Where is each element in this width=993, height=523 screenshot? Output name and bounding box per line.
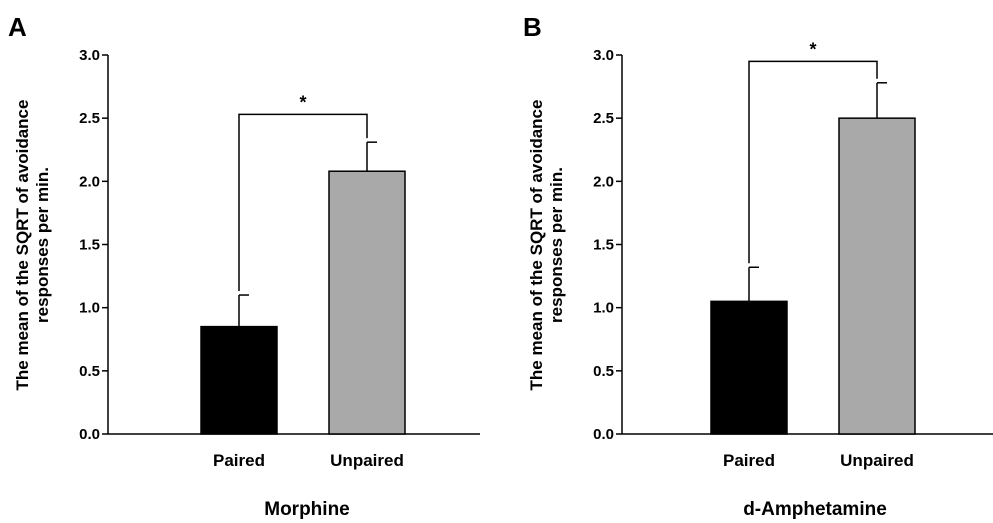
x-axis-label: d-Amphetamine: [743, 499, 887, 520]
y-axis-label-line2: responses per min.: [547, 167, 566, 323]
bar-unpaired: [838, 117, 916, 435]
y-tick-label: 0.5: [593, 363, 614, 380]
axes: 0.0 0.5 1.0 1.5 2.0 2.5 3.0 Paired Unpaired *: [79, 47, 480, 470]
y-tick-label: 3.0: [79, 47, 100, 64]
x-axis-label: Morphine: [264, 499, 350, 520]
panel-letter: B: [523, 12, 542, 42]
x-tick-label: Paired: [723, 451, 775, 470]
bar-unpaired: [328, 170, 406, 435]
significance-bracket: [238, 113, 368, 292]
x-tick-label: Unpaired: [840, 451, 914, 470]
y-axis-label-line1: The mean of the SQRT of avoidance: [13, 100, 32, 391]
bar-paired: [200, 325, 278, 435]
y-tick-label: 1.5: [79, 237, 100, 254]
axes: 0.0 0.5 1.0 1.5 2.0 2.5 3.0 Paired Unpaired *: [593, 39, 993, 470]
y-tick-label: 1.0: [79, 300, 100, 317]
y-tick-label: 2.0: [593, 173, 614, 190]
y-tick-label: 0.0: [593, 426, 614, 443]
significance-star: *: [809, 39, 816, 59]
panel-b: B The mean of the SQRT of avoidance resp…: [523, 12, 993, 520]
y-tick-label: 2.0: [79, 173, 100, 190]
y-tick-label: 2.5: [593, 110, 614, 127]
y-tick-label: 0.0: [79, 426, 100, 443]
x-tick-label: Unpaired: [330, 451, 404, 470]
bar-paired: [710, 300, 788, 435]
panel-letter: A: [8, 12, 27, 42]
significance-star: *: [299, 92, 306, 112]
y-tick-label: 2.5: [79, 110, 100, 127]
y-axis-label-line1: The mean of the SQRT of avoidance: [527, 100, 546, 391]
panel-a: A The mean of the SQRT of avoidance resp…: [8, 12, 480, 520]
y-tick-label: 0.5: [79, 363, 100, 380]
y-tick-label: 3.0: [593, 47, 614, 64]
y-axis-label-line2: responses per min.: [33, 167, 52, 323]
x-tick-label: Paired: [213, 451, 265, 470]
y-tick-label: 1.5: [593, 237, 614, 254]
y-tick-label: 1.0: [593, 300, 614, 317]
significance-bracket: [748, 60, 878, 264]
